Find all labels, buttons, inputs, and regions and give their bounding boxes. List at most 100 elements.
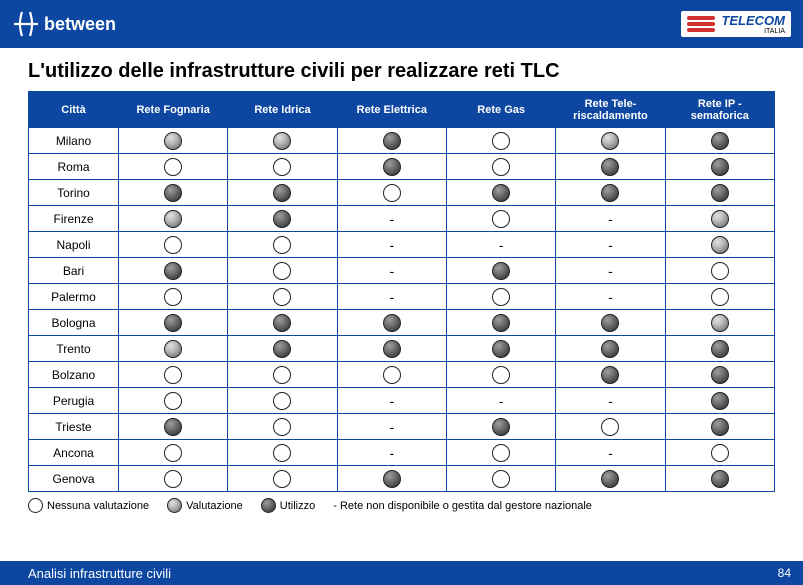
legend-label: Nessuna valutazione <box>47 500 149 512</box>
value-cell <box>446 336 555 362</box>
util-ball <box>601 366 619 384</box>
value-cell <box>446 128 555 154</box>
value-cell <box>446 180 555 206</box>
util-ball <box>601 470 619 488</box>
none-ball <box>164 392 182 410</box>
table-row: Bologna <box>29 310 775 336</box>
value-cell <box>228 362 337 388</box>
value-cell: - <box>337 440 446 466</box>
none-ball <box>164 366 182 384</box>
value-cell <box>119 206 228 232</box>
table-row: Ancona - - <box>29 440 775 466</box>
col-header: Rete Fognaria <box>119 92 228 128</box>
value-cell: - <box>337 388 446 414</box>
value-cell <box>665 154 774 180</box>
value-cell <box>556 466 665 492</box>
util-ball <box>711 184 729 202</box>
table-row: Bari-- <box>29 258 775 284</box>
table-row: Trieste- <box>29 414 775 440</box>
util-ball <box>383 314 401 332</box>
value-cell <box>556 154 665 180</box>
value-cell <box>556 310 665 336</box>
none-ball <box>383 184 401 202</box>
city-cell: Ancona <box>29 440 119 466</box>
value-cell <box>337 336 446 362</box>
value-cell <box>119 466 228 492</box>
footer-text: Analisi infrastrutture civili <box>28 566 171 581</box>
table-row: Bolzano <box>29 362 775 388</box>
na-dash: - <box>389 211 394 227</box>
value-cell <box>228 154 337 180</box>
util-ball <box>164 314 182 332</box>
none-ball <box>492 366 510 384</box>
value-cell: - <box>337 284 446 310</box>
value-cell <box>119 232 228 258</box>
util-ball <box>164 184 182 202</box>
between-logo: between <box>12 10 116 38</box>
util-ball <box>601 314 619 332</box>
none-ball <box>273 366 291 384</box>
util-ball <box>273 340 291 358</box>
value-cell: - <box>556 206 665 232</box>
na-dash: - <box>608 393 613 409</box>
value-cell <box>665 310 774 336</box>
util-ball <box>711 132 729 150</box>
none-ball <box>711 288 729 306</box>
value-cell <box>119 414 228 440</box>
value-cell <box>228 466 337 492</box>
value-cell <box>446 284 555 310</box>
value-cell <box>228 440 337 466</box>
value-cell <box>446 414 555 440</box>
city-cell: Trieste <box>29 414 119 440</box>
none-ball <box>273 158 291 176</box>
value-cell <box>228 206 337 232</box>
footer-bar: Analisi infrastrutture civili 84 <box>0 561 803 585</box>
na-dash: - <box>608 445 613 461</box>
city-cell: Bolzano <box>29 362 119 388</box>
telecom-logo-text: TELECOM <box>721 13 785 28</box>
value-cell <box>228 180 337 206</box>
col-header: Città <box>29 92 119 128</box>
city-cell: Perugia <box>29 388 119 414</box>
legend-item: Utilizzo <box>261 498 315 513</box>
na-dash: - <box>389 445 394 461</box>
none-ball <box>711 262 729 280</box>
legend-label: Utilizzo <box>280 500 315 512</box>
util-ball <box>383 158 401 176</box>
table-row: Genova <box>29 466 775 492</box>
value-cell <box>228 414 337 440</box>
value-cell <box>119 154 228 180</box>
none-ball <box>492 470 510 488</box>
util-ball <box>164 418 182 436</box>
none-ball <box>273 444 291 462</box>
value-cell <box>665 466 774 492</box>
value-cell <box>665 362 774 388</box>
value-cell: - <box>446 388 555 414</box>
none-ball <box>164 288 182 306</box>
col-header: Rete Tele-riscaldamento <box>556 92 665 128</box>
value-cell: - <box>556 440 665 466</box>
value-cell <box>556 414 665 440</box>
legend-label: Valutazione <box>186 500 243 512</box>
util-ball <box>261 498 276 513</box>
util-ball <box>711 418 729 436</box>
util-ball <box>492 314 510 332</box>
telecom-logo: TELECOM ITALIA <box>681 11 791 37</box>
na-dash: - <box>389 289 394 305</box>
telecom-logo-sub: ITALIA <box>721 28 785 35</box>
value-cell <box>228 128 337 154</box>
none-ball <box>711 444 729 462</box>
util-ball <box>273 184 291 202</box>
util-ball <box>601 158 619 176</box>
none-ball <box>492 444 510 462</box>
none-ball <box>273 288 291 306</box>
table-body: MilanoRomaTorinoFirenze--Napoli---Bari--… <box>29 128 775 492</box>
valut-ball <box>273 132 291 150</box>
value-cell <box>446 206 555 232</box>
legend-item: Nessuna valutazione <box>28 498 149 513</box>
city-cell: Roma <box>29 154 119 180</box>
table-row: Firenze-- <box>29 206 775 232</box>
table-row: Torino <box>29 180 775 206</box>
value-cell <box>119 180 228 206</box>
value-cell <box>119 310 228 336</box>
